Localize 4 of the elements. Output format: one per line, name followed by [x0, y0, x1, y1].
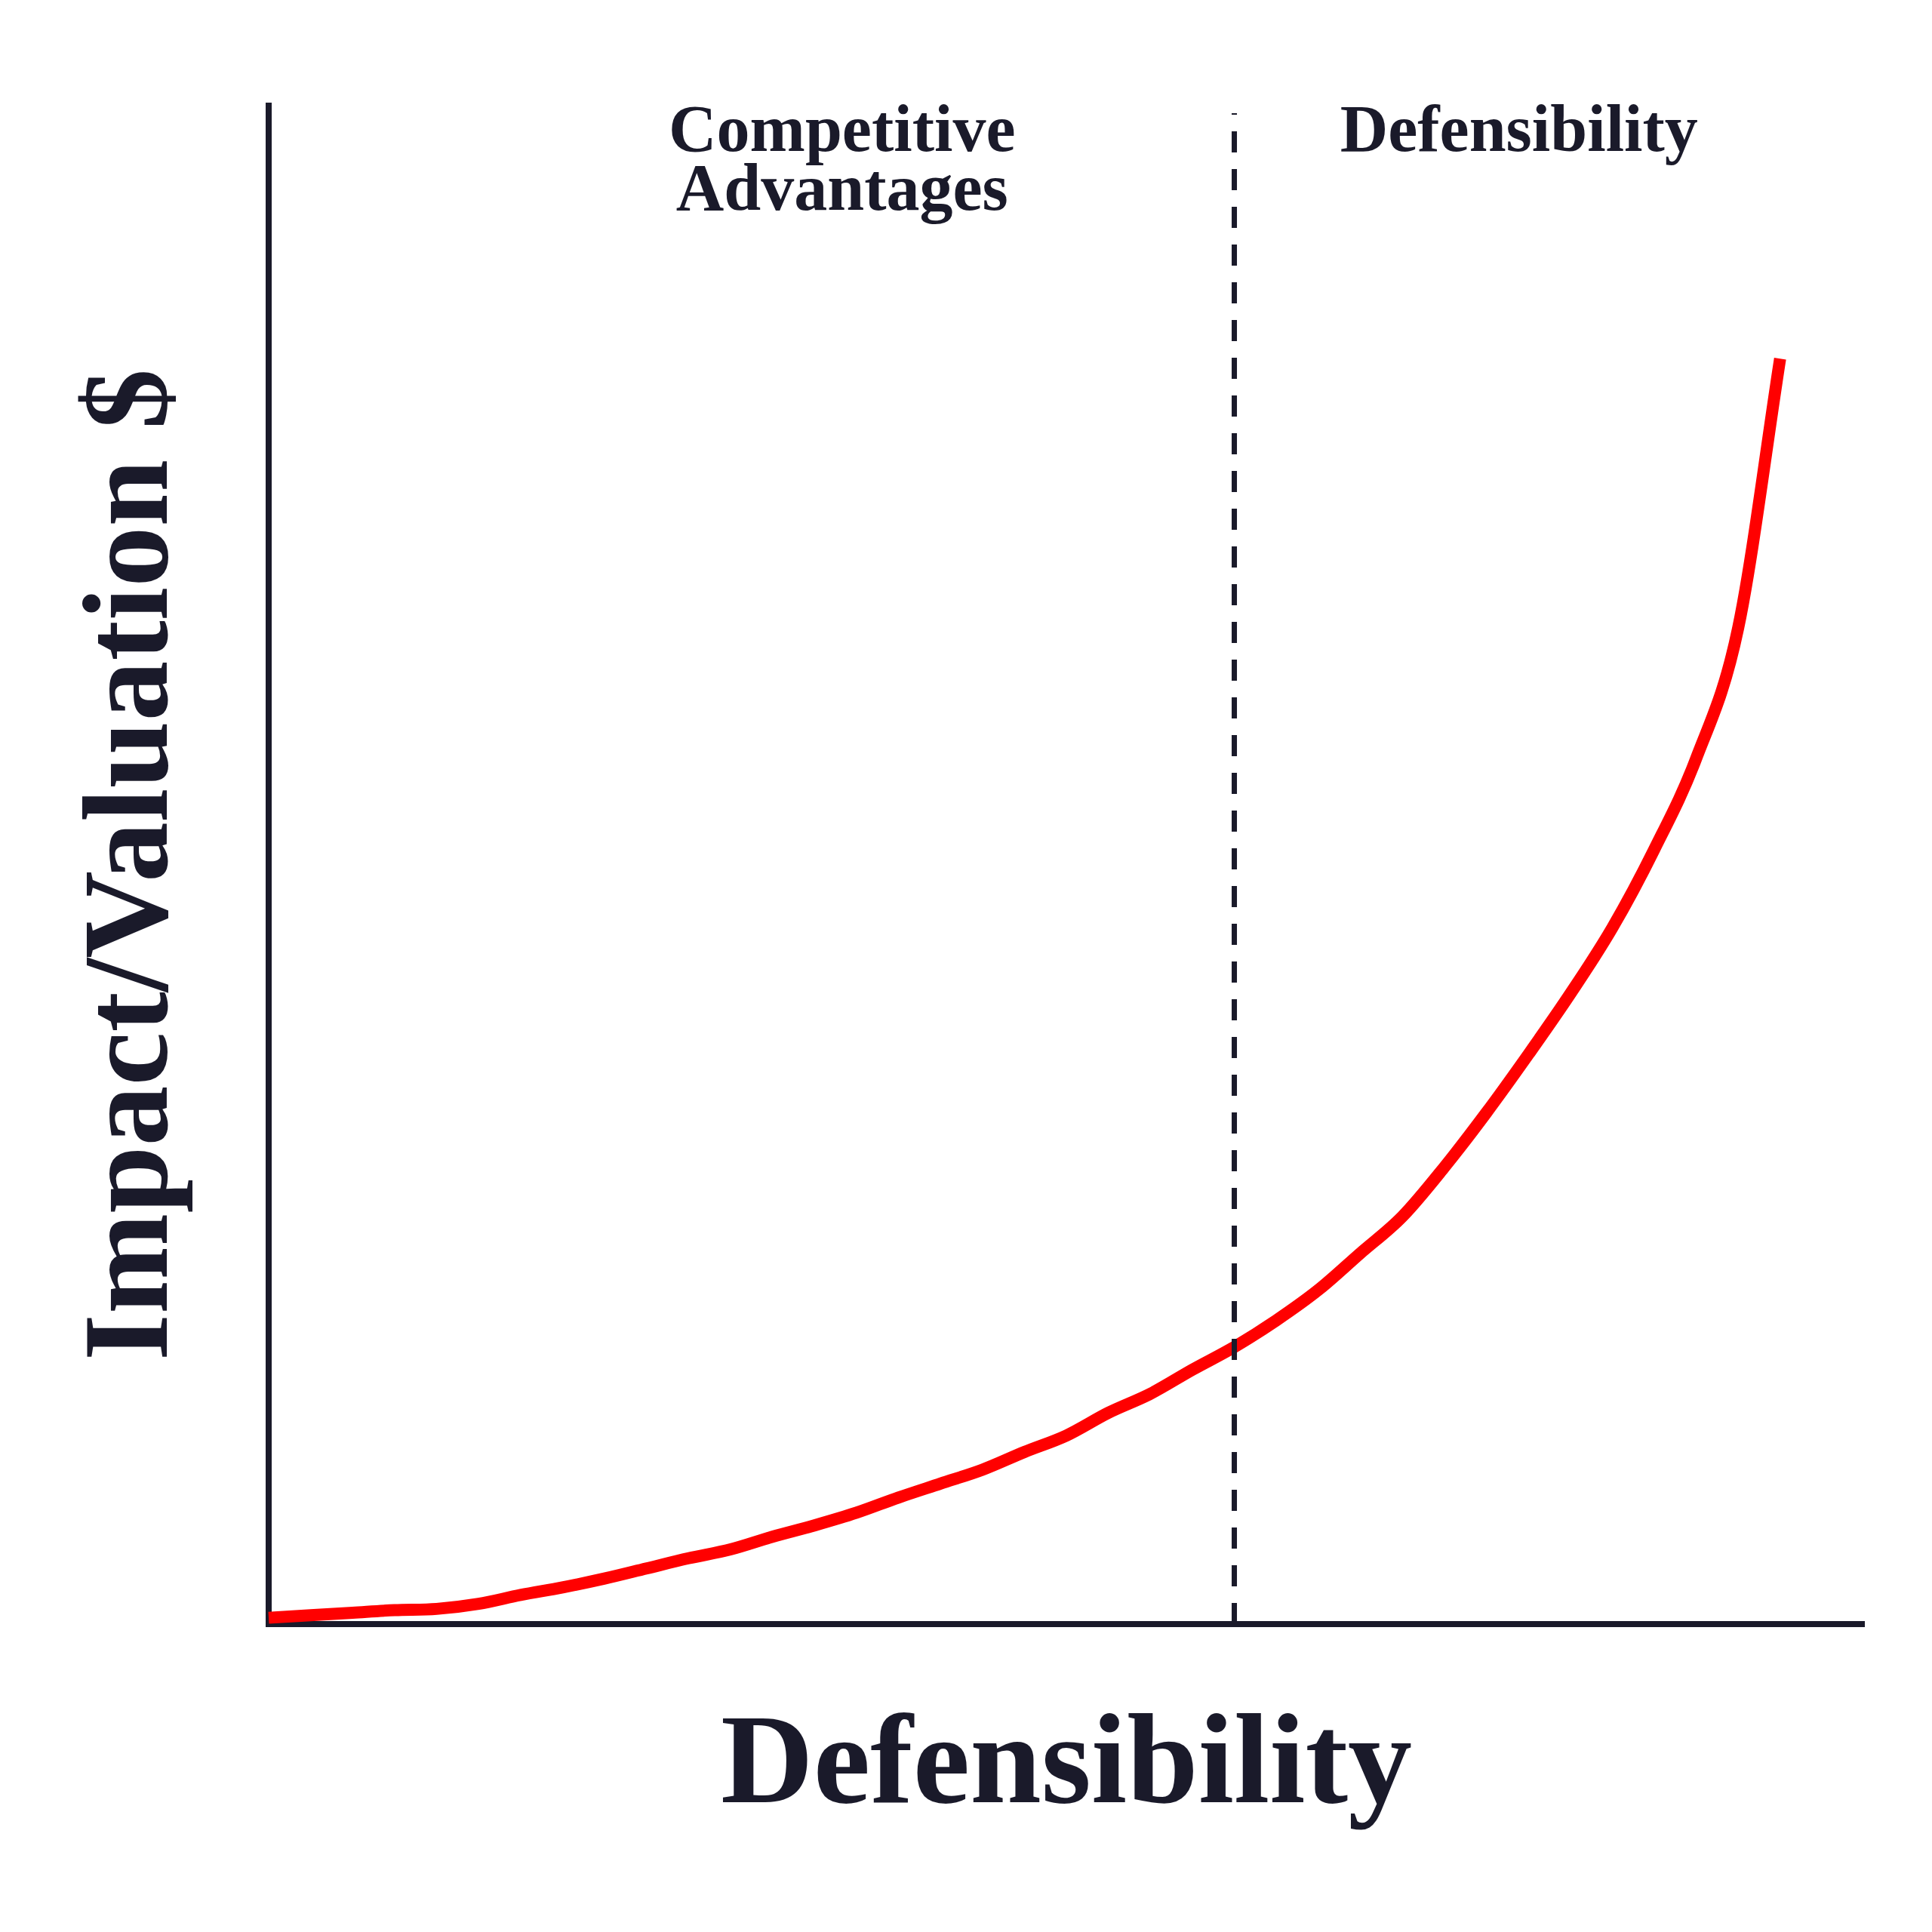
- text: Competitive Advantages: [669, 92, 1016, 224]
- x-axis-title: Defensibility: [720, 1687, 1413, 1830]
- y-axis-title: Impact/Valuation $: [59, 368, 194, 1361]
- text: Defensibility: [1340, 92, 1698, 165]
